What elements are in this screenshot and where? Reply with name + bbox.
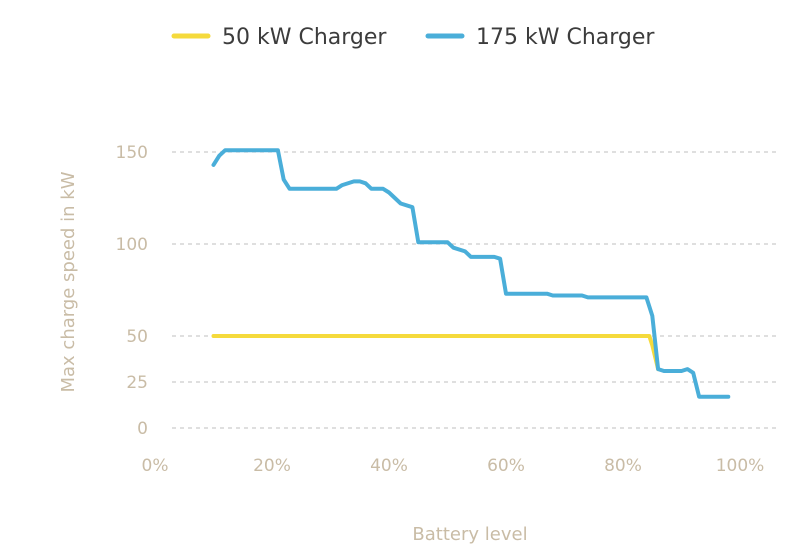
y-axis-title: Max charge speed in kW bbox=[58, 171, 79, 392]
legend: 50 kW Charger 175 kW Charger bbox=[171, 25, 655, 50]
x-axis-title: Battery level bbox=[412, 524, 527, 545]
x-tick-label: 20% bbox=[253, 456, 291, 476]
legend-label-175kw: 175 kW Charger bbox=[476, 25, 655, 50]
x-tick-label: 80% bbox=[604, 456, 642, 476]
legend-label-50kw: 50 kW Charger bbox=[222, 25, 387, 50]
y-tick-label: 0 bbox=[137, 419, 148, 439]
series-line-1 bbox=[211, 148, 731, 399]
x-tick-label: 60% bbox=[487, 456, 525, 476]
x-axis-ticks: 0% 20% 40% 60% 80% 100% bbox=[142, 456, 765, 476]
series-line-0 bbox=[211, 334, 661, 372]
x-tick-label: 100% bbox=[716, 456, 765, 476]
gridlines bbox=[172, 151, 778, 429]
x-tick-label: 0% bbox=[142, 456, 169, 476]
y-tick-label: 50 bbox=[126, 327, 148, 347]
y-tick-label: 150 bbox=[116, 143, 148, 163]
y-axis-ticks: 0 25 50 100 150 bbox=[116, 143, 148, 439]
y-tick-label: 25 bbox=[126, 373, 148, 393]
y-tick-label: 100 bbox=[116, 235, 148, 255]
series-lines bbox=[211, 148, 731, 399]
x-tick-label: 40% bbox=[370, 456, 408, 476]
